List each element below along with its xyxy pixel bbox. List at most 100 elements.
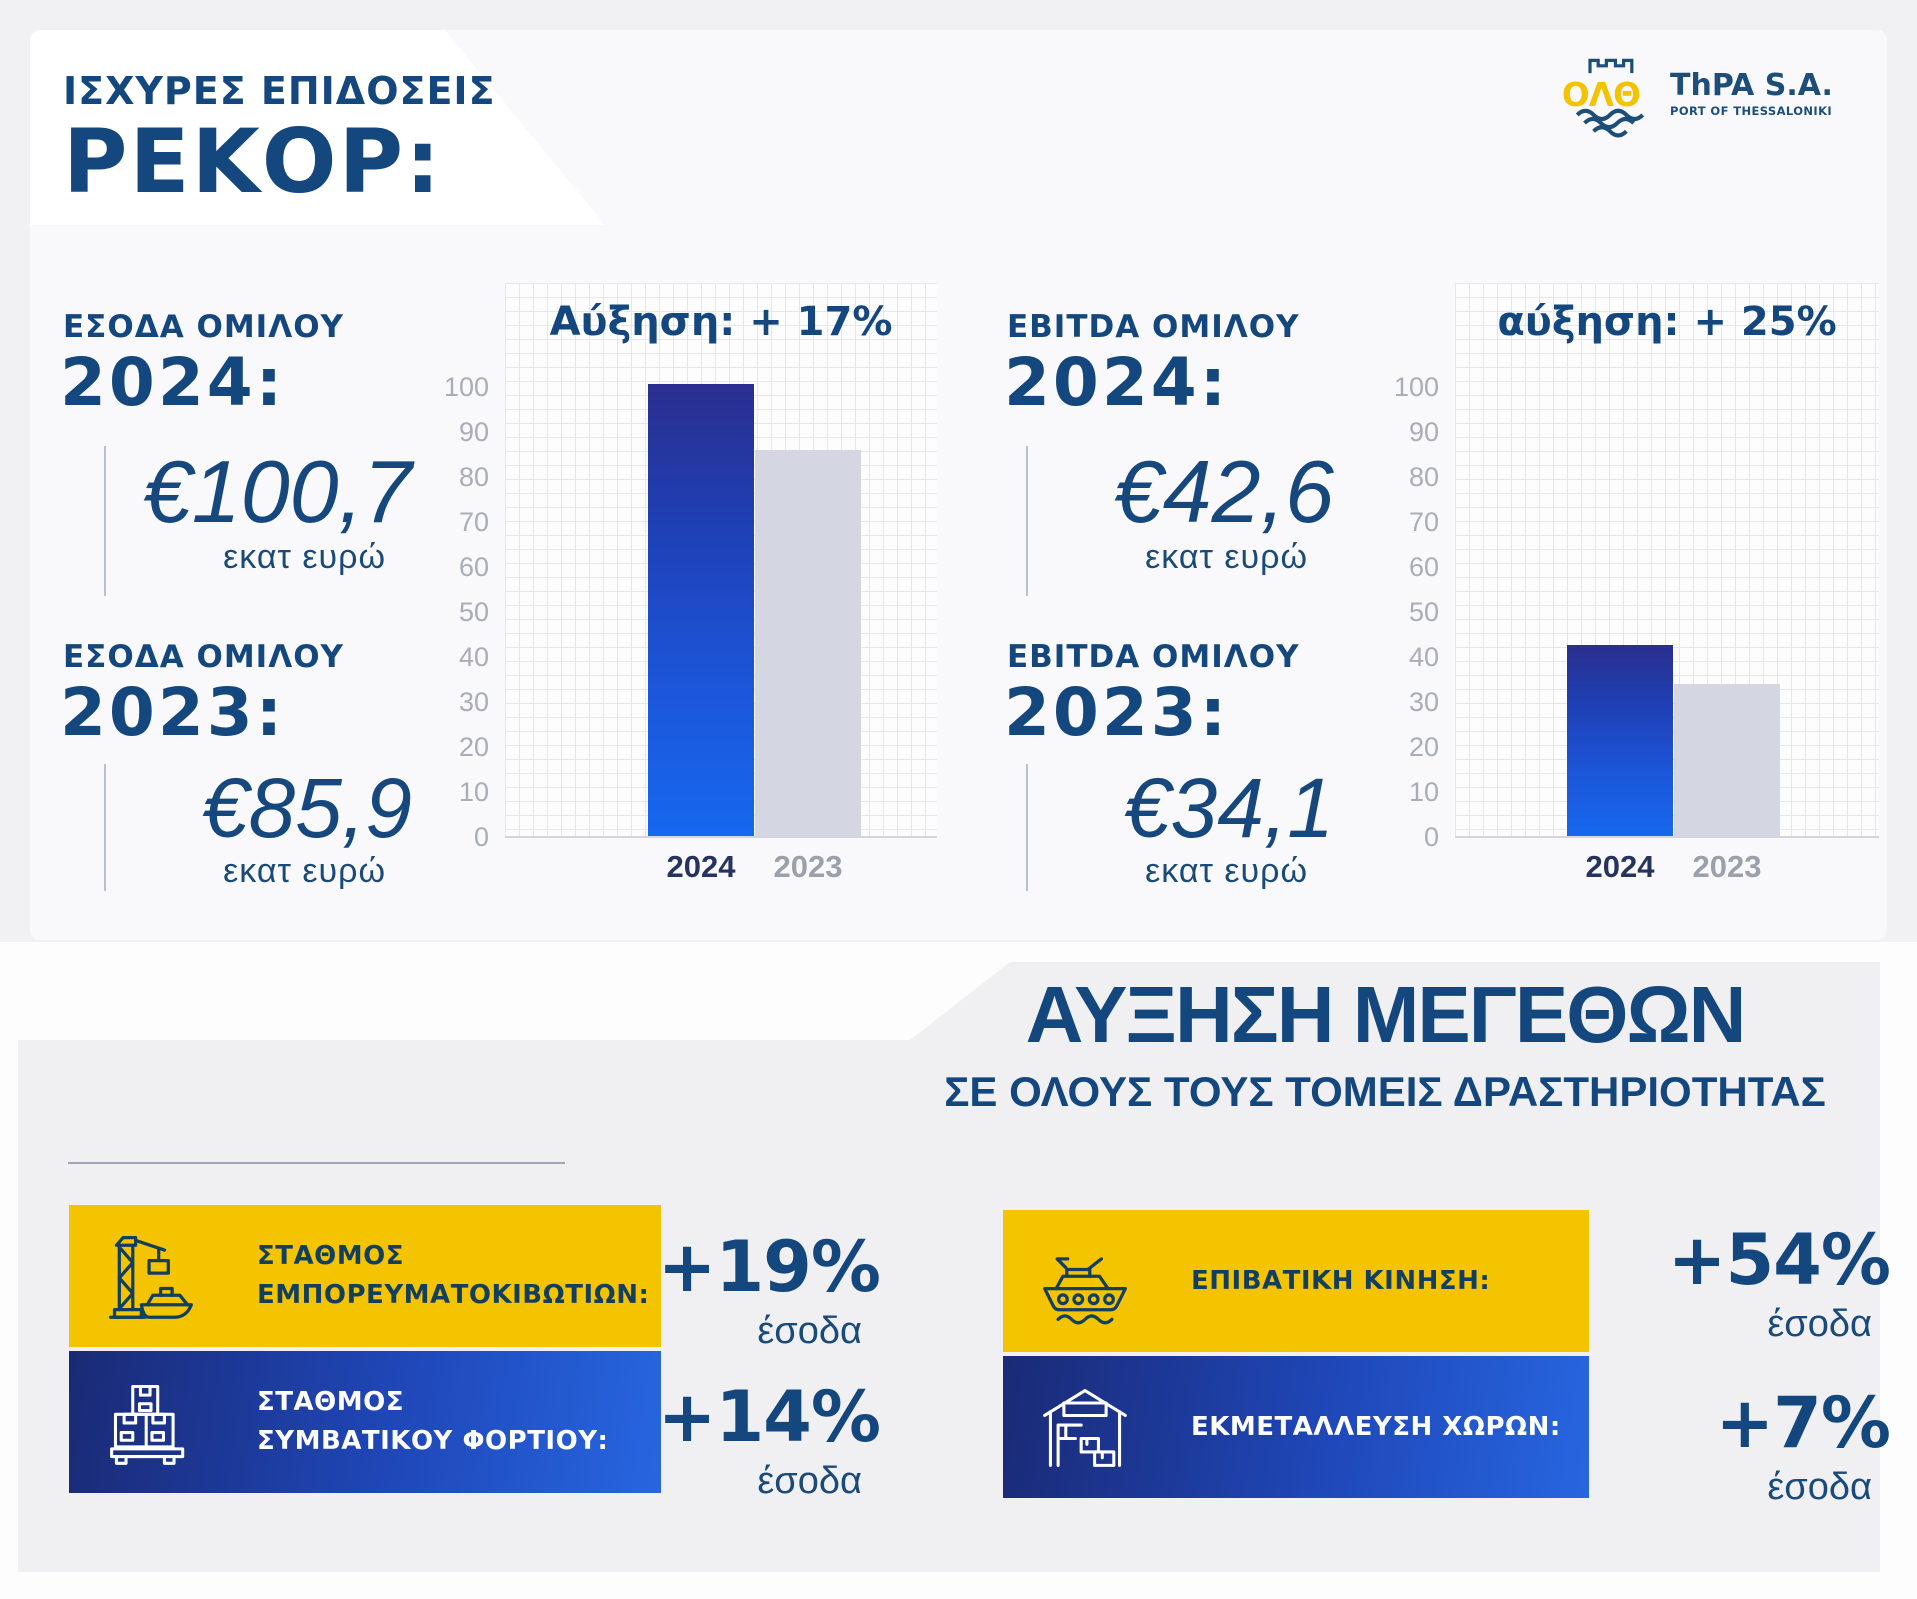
y-tick-label: 90 — [458, 416, 489, 447]
ebitda-2024-unit: εκατ ευρώ — [1145, 538, 1308, 577]
ebitda-bar-chart: αύξηση: + 25% 0 10 20 30 40 50 60 70 80 90 100 202… — [1394, 283, 1879, 923]
ebitda-2024-value: €42,6 — [1113, 442, 1334, 541]
passenger-traffic-card: ΕΠΙΒΑΤΙΚΗ ΚΙΝΗΣΗ: — [1003, 1210, 1589, 1352]
y-tick-label: 90 — [1408, 416, 1439, 447]
container-crane-ship-icon — [103, 1228, 199, 1324]
growth-subheading: ΣΕ ΟΛΟΥΣ ΤΟΥΣ ΤΟΜΕΙΣ ΔΡΑΣΤΗΡΙΟΤΗΤΑΣ — [944, 1068, 1826, 1115]
conventional-cargo-percent-caption: έσοδα — [757, 1460, 862, 1502]
y-tick-label: 20 — [458, 731, 489, 762]
revenue-2024-unit: εκατ ευρώ — [223, 538, 386, 577]
space-exploitation-label: ΕΚΜΕΤΑΛΛΕΥΣΗ ΧΩΡΩΝ: — [1191, 1408, 1561, 1447]
passenger-traffic-label: ΕΠΙΒΑΤΙΚΗ ΚΙΝΗΣΗ: — [1191, 1262, 1490, 1301]
revenue-2023-label: ΕΣΟΔΑ ΟΜΙΛΟΥ — [63, 639, 345, 675]
ebitda-2024-year: 2024: — [1004, 344, 1230, 421]
y-tick-label: 80 — [1408, 461, 1439, 492]
ebitda-chart-title: αύξηση: + 25% — [1497, 299, 1837, 345]
passenger-traffic-percent: +54% — [1667, 1219, 1891, 1301]
container-terminal-percent: +19% — [657, 1226, 881, 1308]
ebitda-2024-value-row: €42,6 εκατ ευρώ — [1026, 442, 1334, 596]
revenue-chart-grid: Αύξηση: + 17% — [505, 283, 937, 838]
y-tick-label: 100 — [443, 371, 489, 402]
revenue-bar-chart: Αύξηση: + 17% 0 10 20 30 40 50 60 70 80 90 100 202… — [444, 283, 937, 923]
card-label-line2: ΣΥΜΒΑΤΙΚΟΥ ΦΟΡΤΙΟΥ: — [257, 1426, 609, 1456]
y-tick-label: 0 — [1423, 821, 1439, 852]
logo-org-name: ThPA S.A. — [1670, 67, 1833, 103]
revenue-chart-x-axis: 2024 2023 — [505, 849, 937, 893]
ebitda-2023-value: €34,1 — [1123, 761, 1334, 855]
container-terminal-percent-block: +19% έσοδα — [655, 1226, 881, 1353]
x-label-2023: 2023 — [773, 849, 843, 884]
ebitda-2023-unit: εκατ ευρώ — [1145, 852, 1308, 891]
card-label-line1: ΣΤΑΘΜΟΣ — [257, 1387, 404, 1417]
x-label-2024: 2024 — [1585, 849, 1655, 884]
port-logo-icon: ΟΛΘ — [1562, 58, 1645, 138]
revenue-2024-label: ΕΣΟΔΑ ΟΜΙΛΟΥ — [63, 309, 345, 345]
revenue-chart-title: Αύξηση: + 17% — [549, 299, 893, 345]
passenger-traffic-percent-block: +54% έσοδα — [1630, 1219, 1891, 1346]
revenue-2023-value: €85,9 — [201, 761, 412, 855]
x-label-2024: 2024 — [666, 849, 736, 884]
y-tick-label: 40 — [458, 641, 489, 672]
card-label-line2: ΕΜΠΟΡΕΥΜΑΤΟΚΙΒΩΤΙΩΝ: — [257, 1280, 650, 1310]
y-tick-label: 70 — [1408, 506, 1439, 537]
space-exploitation-percent-block: +7% έσοδα — [1630, 1388, 1892, 1509]
y-tick-label: 0 — [473, 821, 489, 852]
y-tick-label: 40 — [1408, 641, 1439, 672]
ebitda-chart-y-axis: 0 10 20 30 40 50 60 70 80 90 100 — [1369, 283, 1439, 852]
port-logo-text: ThPA S.A. PORT OF THESSALONIKI — [1670, 67, 1833, 118]
cargo-boxes-pallet-icon — [103, 1374, 199, 1470]
y-tick-label: 100 — [1393, 371, 1439, 402]
growth-heading: ΑΥΞΗΣΗ ΜΕΓΕΘΩΝ — [1025, 970, 1747, 1059]
revenue-2024-value: €100,7 — [142, 442, 412, 541]
ebitda-2024-label: EBITDA ΟΜΙΛΟΥ — [1007, 309, 1300, 345]
warehouse-icon — [1037, 1379, 1133, 1475]
revenue-2023-unit: εκατ ευρώ — [223, 852, 386, 891]
ebitda-bar-2023 — [1674, 683, 1780, 837]
space-exploitation-percent-caption: έσοδα — [1767, 1466, 1872, 1508]
revenue-2024-value-row: €100,7 εκατ ευρώ — [104, 442, 412, 596]
container-terminal-percent-caption: έσοδα — [757, 1310, 862, 1352]
port-logo: ΟΛΘ ThPA S.A. PORT OF THESSALONIKI — [1560, 50, 1833, 138]
y-tick-label: 80 — [458, 461, 489, 492]
y-tick-label: 30 — [1408, 686, 1439, 717]
y-tick-label: 20 — [1408, 731, 1439, 762]
y-tick-label: 60 — [458, 551, 489, 582]
passenger-traffic-percent-caption: έσοδα — [1767, 1303, 1872, 1345]
container-terminal-label: ΣΤΑΘΜΟΣ ΕΜΠΟΡΕΥΜΑΤΟΚΙΒΩΤΙΩΝ: — [257, 1237, 649, 1315]
separator-line — [68, 1162, 565, 1164]
right-card-column: ΕΠΙΒΑΤΙΚΗ ΚΙΝΗΣΗ: ΕΚΜΕΤΑΛΛΕΥΣΗ ΧΩΡΩΝ: — [1003, 1210, 1589, 1498]
ebitda-chart-grid: αύξηση: + 25% — [1455, 283, 1879, 838]
card-label-line1: ΕΠΙΒΑΤΙΚΗ ΚΙΝΗΣΗ: — [1191, 1265, 1491, 1296]
y-tick-label: 10 — [458, 776, 489, 807]
y-tick-label: 50 — [458, 596, 489, 627]
page-title-line2: ΡΕΚΟΡ: — [63, 110, 443, 213]
ebitda-2023-value-row: €34,1 εκατ ευρώ — [1026, 761, 1334, 892]
conventional-cargo-percent-block: +14% έσοδα — [655, 1376, 881, 1503]
revenue-bar-2024 — [648, 383, 754, 837]
page-title: ΙΣΧΥΡΕΣ ΕΠΙΔΟΣΕΙΣ ΡΕΚΟΡ: — [63, 72, 496, 206]
passenger-ship-icon — [1037, 1233, 1133, 1329]
y-tick-label: 10 — [1408, 776, 1439, 807]
svg-text:ΟΛΘ: ΟΛΘ — [1562, 76, 1640, 114]
revenue-2024-year: 2024: — [60, 344, 286, 421]
logo-tagline: PORT OF THESSALONIKI — [1670, 103, 1833, 118]
x-label-2023: 2023 — [1692, 849, 1762, 884]
ebitda-2023-label: EBITDA ΟΜΙΛΟΥ — [1007, 639, 1300, 675]
revenue-bar-2023 — [755, 450, 861, 837]
y-tick-label: 60 — [1408, 551, 1439, 582]
conventional-cargo-percent: +14% — [657, 1376, 881, 1458]
y-tick-label: 70 — [458, 506, 489, 537]
left-card-column: ΣΤΑΘΜΟΣ ΕΜΠΟΡΕΥΜΑΤΟΚΙΒΩΤΙΩΝ: ΣΤΑΘΜΟΣ — [69, 1205, 661, 1493]
card-label-line1: ΣΤΑΘΜΟΣ — [257, 1241, 404, 1271]
y-tick-label: 50 — [1408, 596, 1439, 627]
growth-heading-block: ΑΥΞΗΣΗ ΜΕΓΕΘΩΝ ΣΕ ΟΛΟΥΣ ΤΟΥΣ ΤΟΜΕΙΣ ΔΡΑΣ… — [880, 975, 1890, 1113]
revenue-2023-value-row: €85,9 εκατ ευρώ — [104, 761, 412, 892]
space-exploitation-card: ΕΚΜΕΤΑΛΛΕΥΣΗ ΧΩΡΩΝ: — [1003, 1356, 1589, 1498]
conventional-cargo-label: ΣΤΑΘΜΟΣ ΣΥΜΒΑΤΙΚΟΥ ΦΟΡΤΙΟΥ: — [257, 1383, 608, 1461]
page-title-line1: ΙΣΧΥΡΕΣ ΕΠΙΔΟΣΕΙΣ — [63, 69, 496, 113]
revenue-chart-y-axis: 0 10 20 30 40 50 60 70 80 90 100 — [419, 283, 489, 852]
container-terminal-card: ΣΤΑΘΜΟΣ ΕΜΠΟΡΕΥΜΑΤΟΚΙΒΩΤΙΩΝ: — [69, 1205, 661, 1347]
conventional-cargo-card: ΣΤΑΘΜΟΣ ΣΥΜΒΑΤΙΚΟΥ ΦΟΡΤΙΟΥ: — [69, 1351, 661, 1493]
y-tick-label: 30 — [458, 686, 489, 717]
